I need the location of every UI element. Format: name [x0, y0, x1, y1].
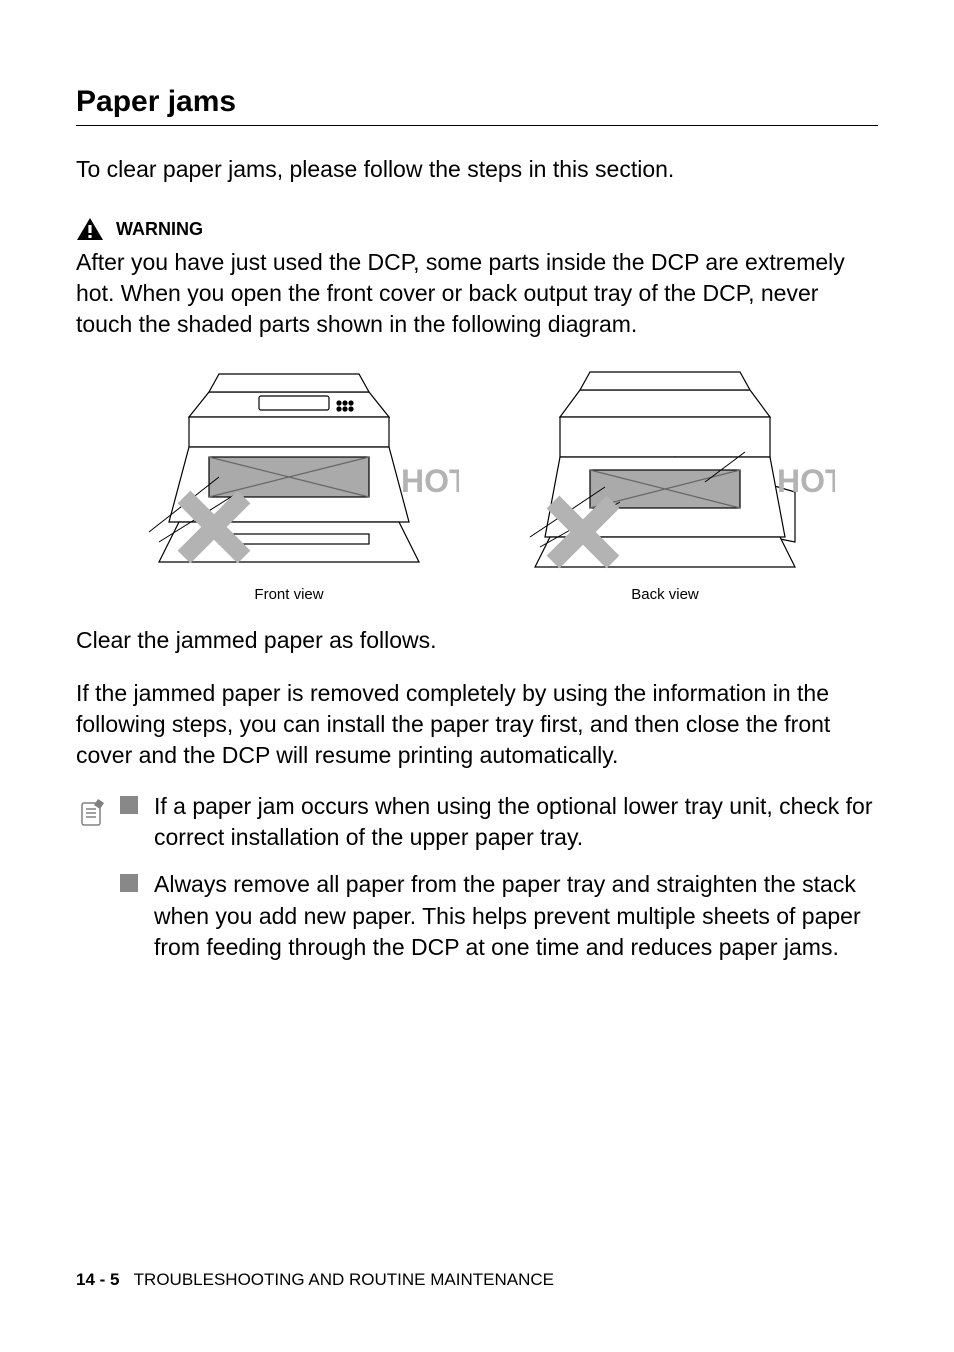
intro-paragraph: To clear paper jams, please follow the s…: [76, 154, 878, 185]
back-caption: Back view: [631, 586, 699, 603]
note-block: If a paper jam occurs when using the opt…: [76, 791, 878, 978]
note-item-1: If a paper jam occurs when using the opt…: [120, 791, 878, 853]
page-number: 14 - 5: [76, 1270, 119, 1289]
hot-label-back: HOT!: [777, 463, 835, 499]
note-text-2: Always remove all paper from the paper t…: [154, 869, 878, 962]
square-bullet-icon: [120, 874, 138, 892]
diagram-row: HOT! Front view: [76, 362, 878, 603]
note-icon: [76, 795, 110, 829]
square-bullet-icon: [120, 796, 138, 814]
clear-paragraph: Clear the jammed paper as follows.: [76, 625, 878, 656]
resume-paragraph: If the jammed paper is removed completel…: [76, 678, 878, 771]
footer-chapter: TROUBLESHOOTING AND ROUTINE MAINTENANCE: [134, 1270, 554, 1289]
page-footer: 14 - 5 TROUBLESHOOTING AND ROUTINE MAINT…: [76, 1270, 554, 1290]
note-item-2: Always remove all paper from the paper t…: [120, 869, 878, 962]
front-caption: Front view: [254, 586, 323, 603]
warning-triangle-icon: [76, 217, 104, 241]
printer-back-illustration: HOT!: [495, 362, 835, 582]
hot-label-front: HOT!: [401, 463, 459, 499]
printer-front-illustration: HOT!: [119, 362, 459, 582]
warning-body: After you have just used the DCP, some p…: [76, 247, 878, 340]
warning-header: WARNING: [76, 217, 878, 241]
warning-label: WARNING: [116, 219, 203, 240]
diagram-front: HOT! Front view: [119, 362, 459, 603]
note-text-1: If a paper jam occurs when using the opt…: [154, 791, 878, 853]
diagram-back: HOT! Back view: [495, 362, 835, 603]
section-title: Paper jams: [76, 85, 878, 126]
